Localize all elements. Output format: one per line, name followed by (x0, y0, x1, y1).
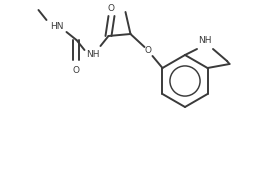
Text: O: O (145, 46, 152, 54)
Text: O: O (108, 4, 115, 12)
Text: O: O (73, 65, 80, 75)
Text: HN: HN (50, 22, 63, 31)
Text: NH: NH (198, 36, 212, 44)
Text: NH: NH (86, 49, 99, 59)
